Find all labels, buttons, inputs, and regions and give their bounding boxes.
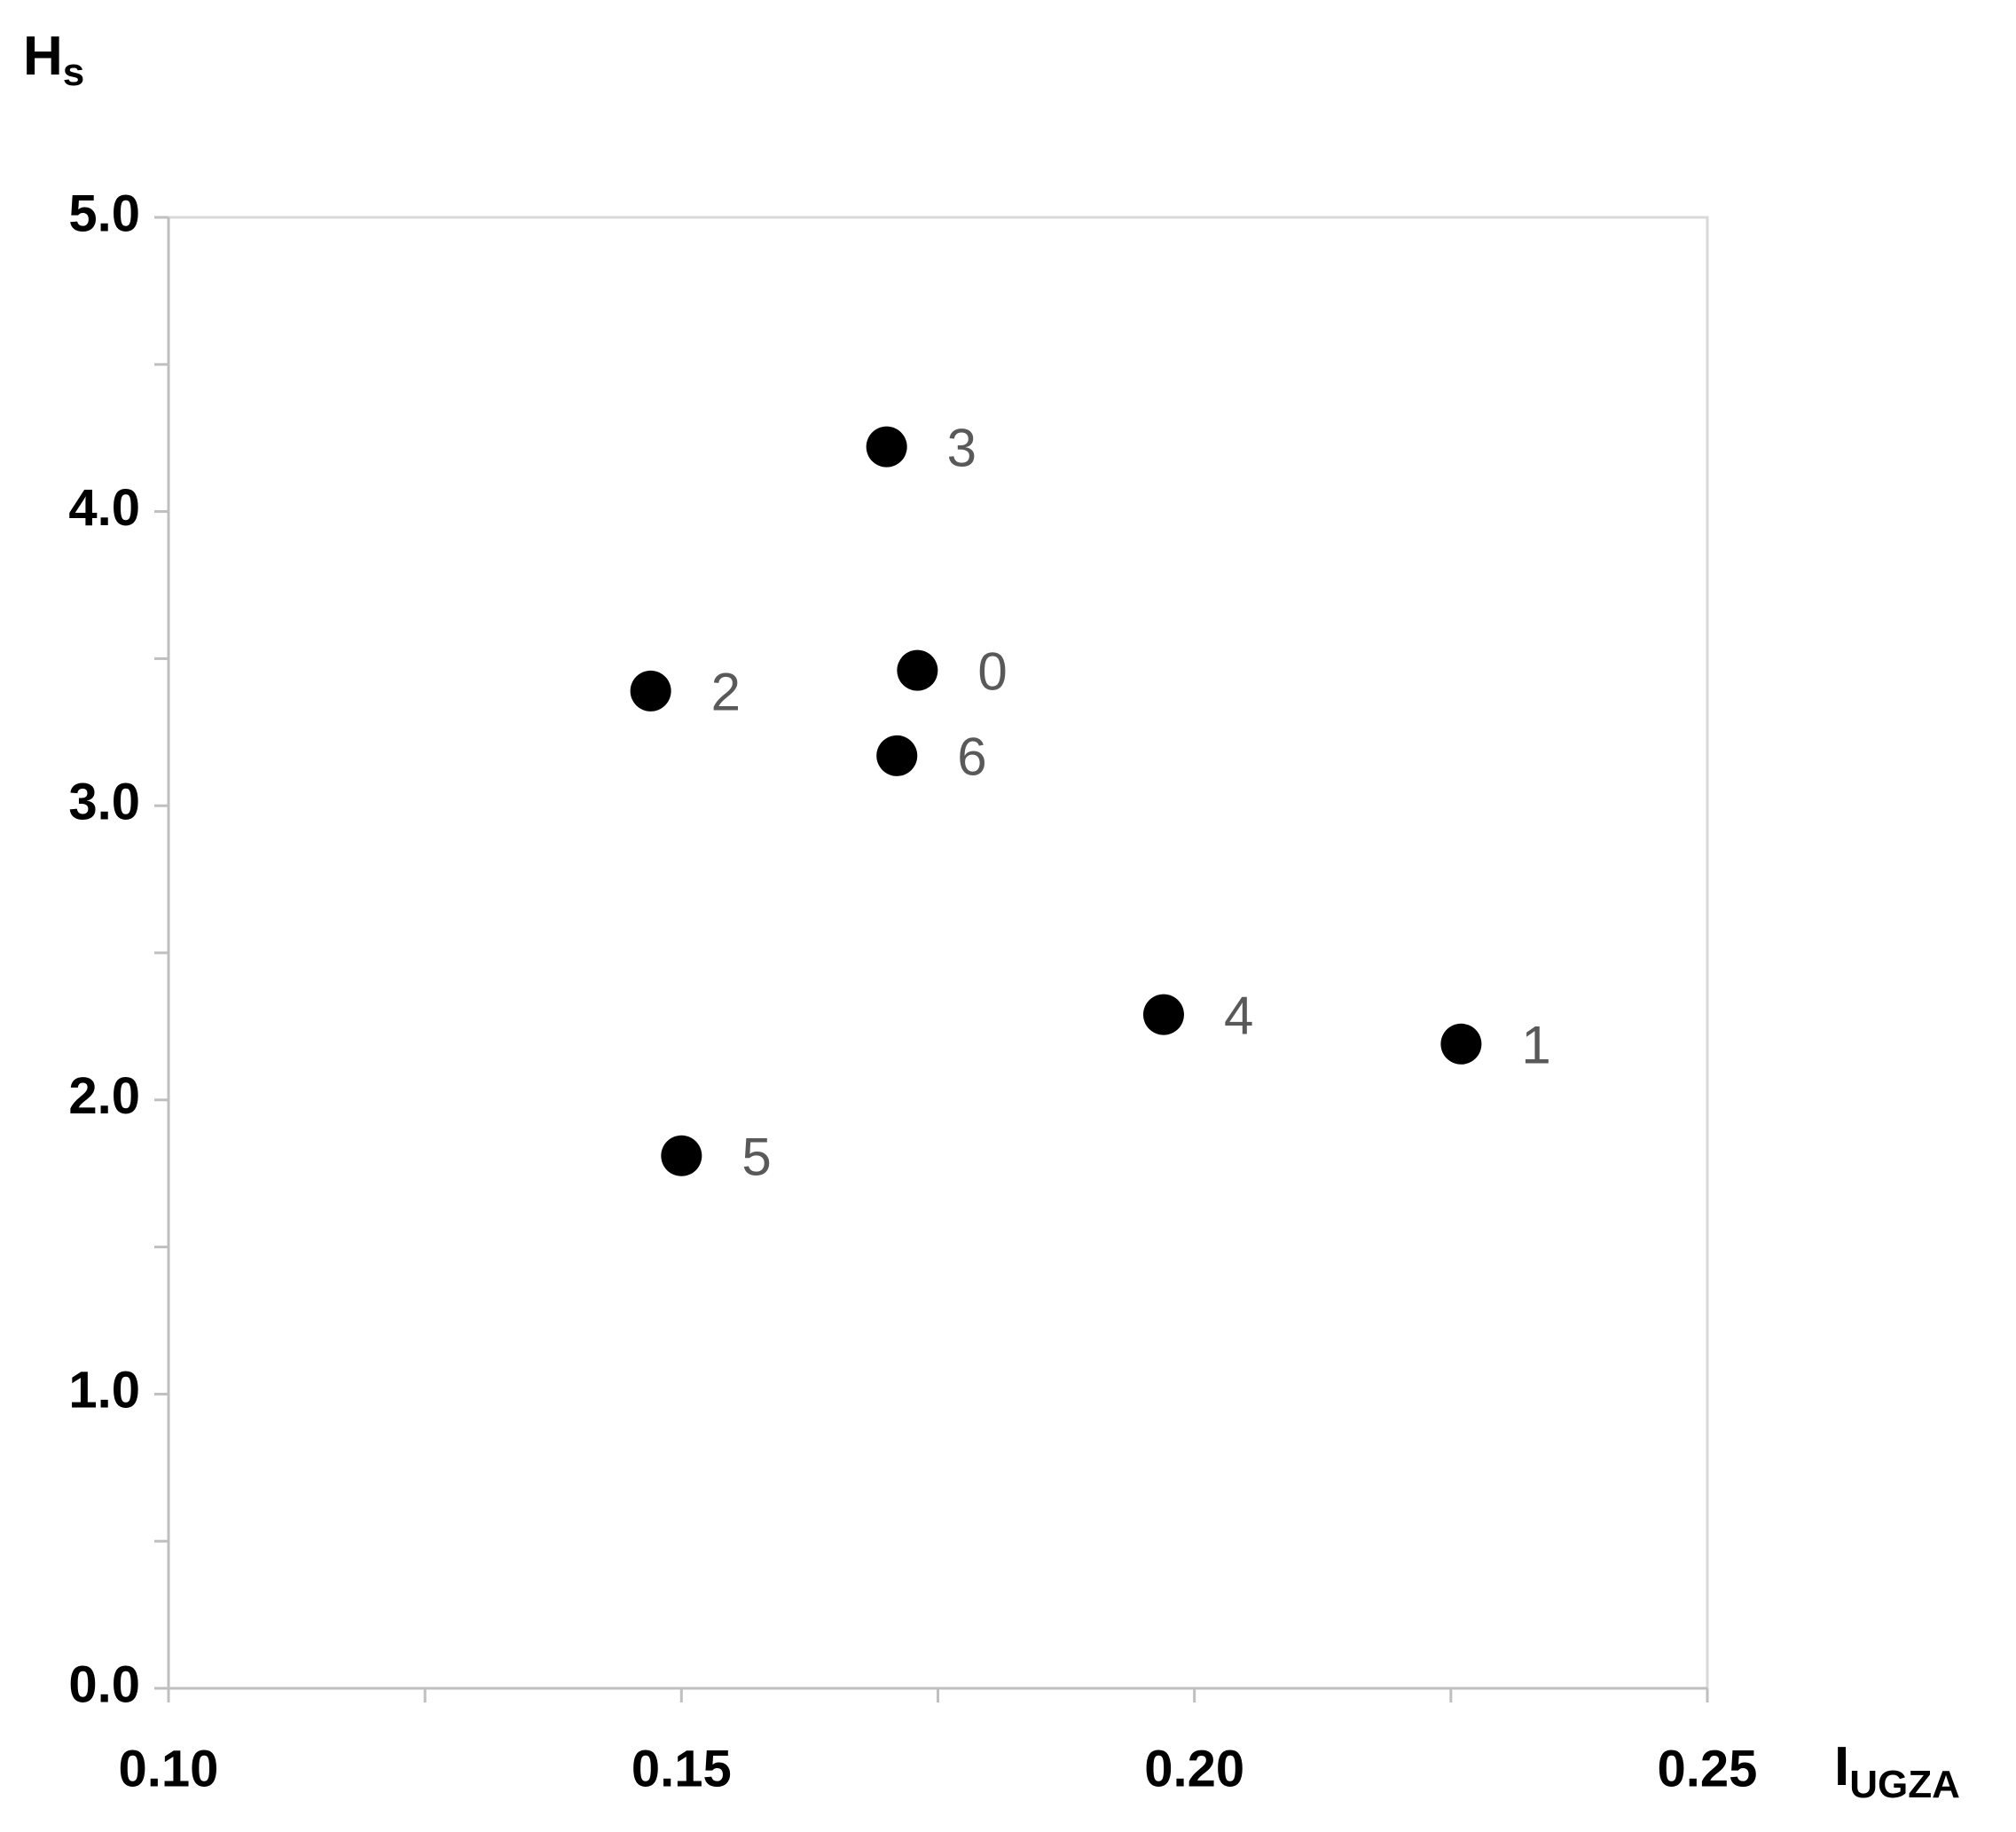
plot-frame — [167, 216, 1709, 1690]
point-label: 3 — [947, 418, 977, 477]
point-label: 5 — [741, 1128, 771, 1187]
point — [1142, 994, 1184, 1035]
x-tick-label: 0.10 — [119, 1740, 219, 1797]
point — [897, 649, 938, 691]
point — [630, 670, 671, 712]
y-axis-label-main: H — [23, 26, 63, 87]
y-tick-label: 5.0 — [68, 185, 140, 242]
point — [866, 426, 907, 468]
y-tick-label: 1.0 — [68, 1362, 140, 1419]
point-label: 1 — [1521, 1016, 1550, 1075]
point-label: 4 — [1224, 986, 1253, 1045]
y-tick-label: 0.0 — [68, 1655, 140, 1713]
point — [661, 1135, 702, 1176]
y-tick-label: 3.0 — [68, 774, 140, 831]
y-tick-label: 2.0 — [68, 1067, 140, 1125]
x-tick-label: 0.15 — [631, 1740, 732, 1797]
x-tick-label: 0.20 — [1144, 1740, 1244, 1797]
x-axis-label-sub: UGZA — [1849, 1763, 1960, 1806]
point-label: 0 — [977, 642, 1007, 702]
y-tick-label: 4.0 — [68, 479, 140, 537]
point-label: 6 — [957, 727, 986, 787]
x-axis-label: IUGZA — [1834, 1736, 1960, 1805]
point — [1440, 1023, 1482, 1065]
point-label: 2 — [711, 663, 741, 722]
y-axis-label: Hs — [23, 26, 84, 93]
x-tick-label: 0.25 — [1658, 1740, 1758, 1797]
y-axis-label-sub: s — [63, 51, 84, 94]
x-axis-label-main: I — [1834, 1736, 1849, 1797]
point — [876, 735, 918, 776]
